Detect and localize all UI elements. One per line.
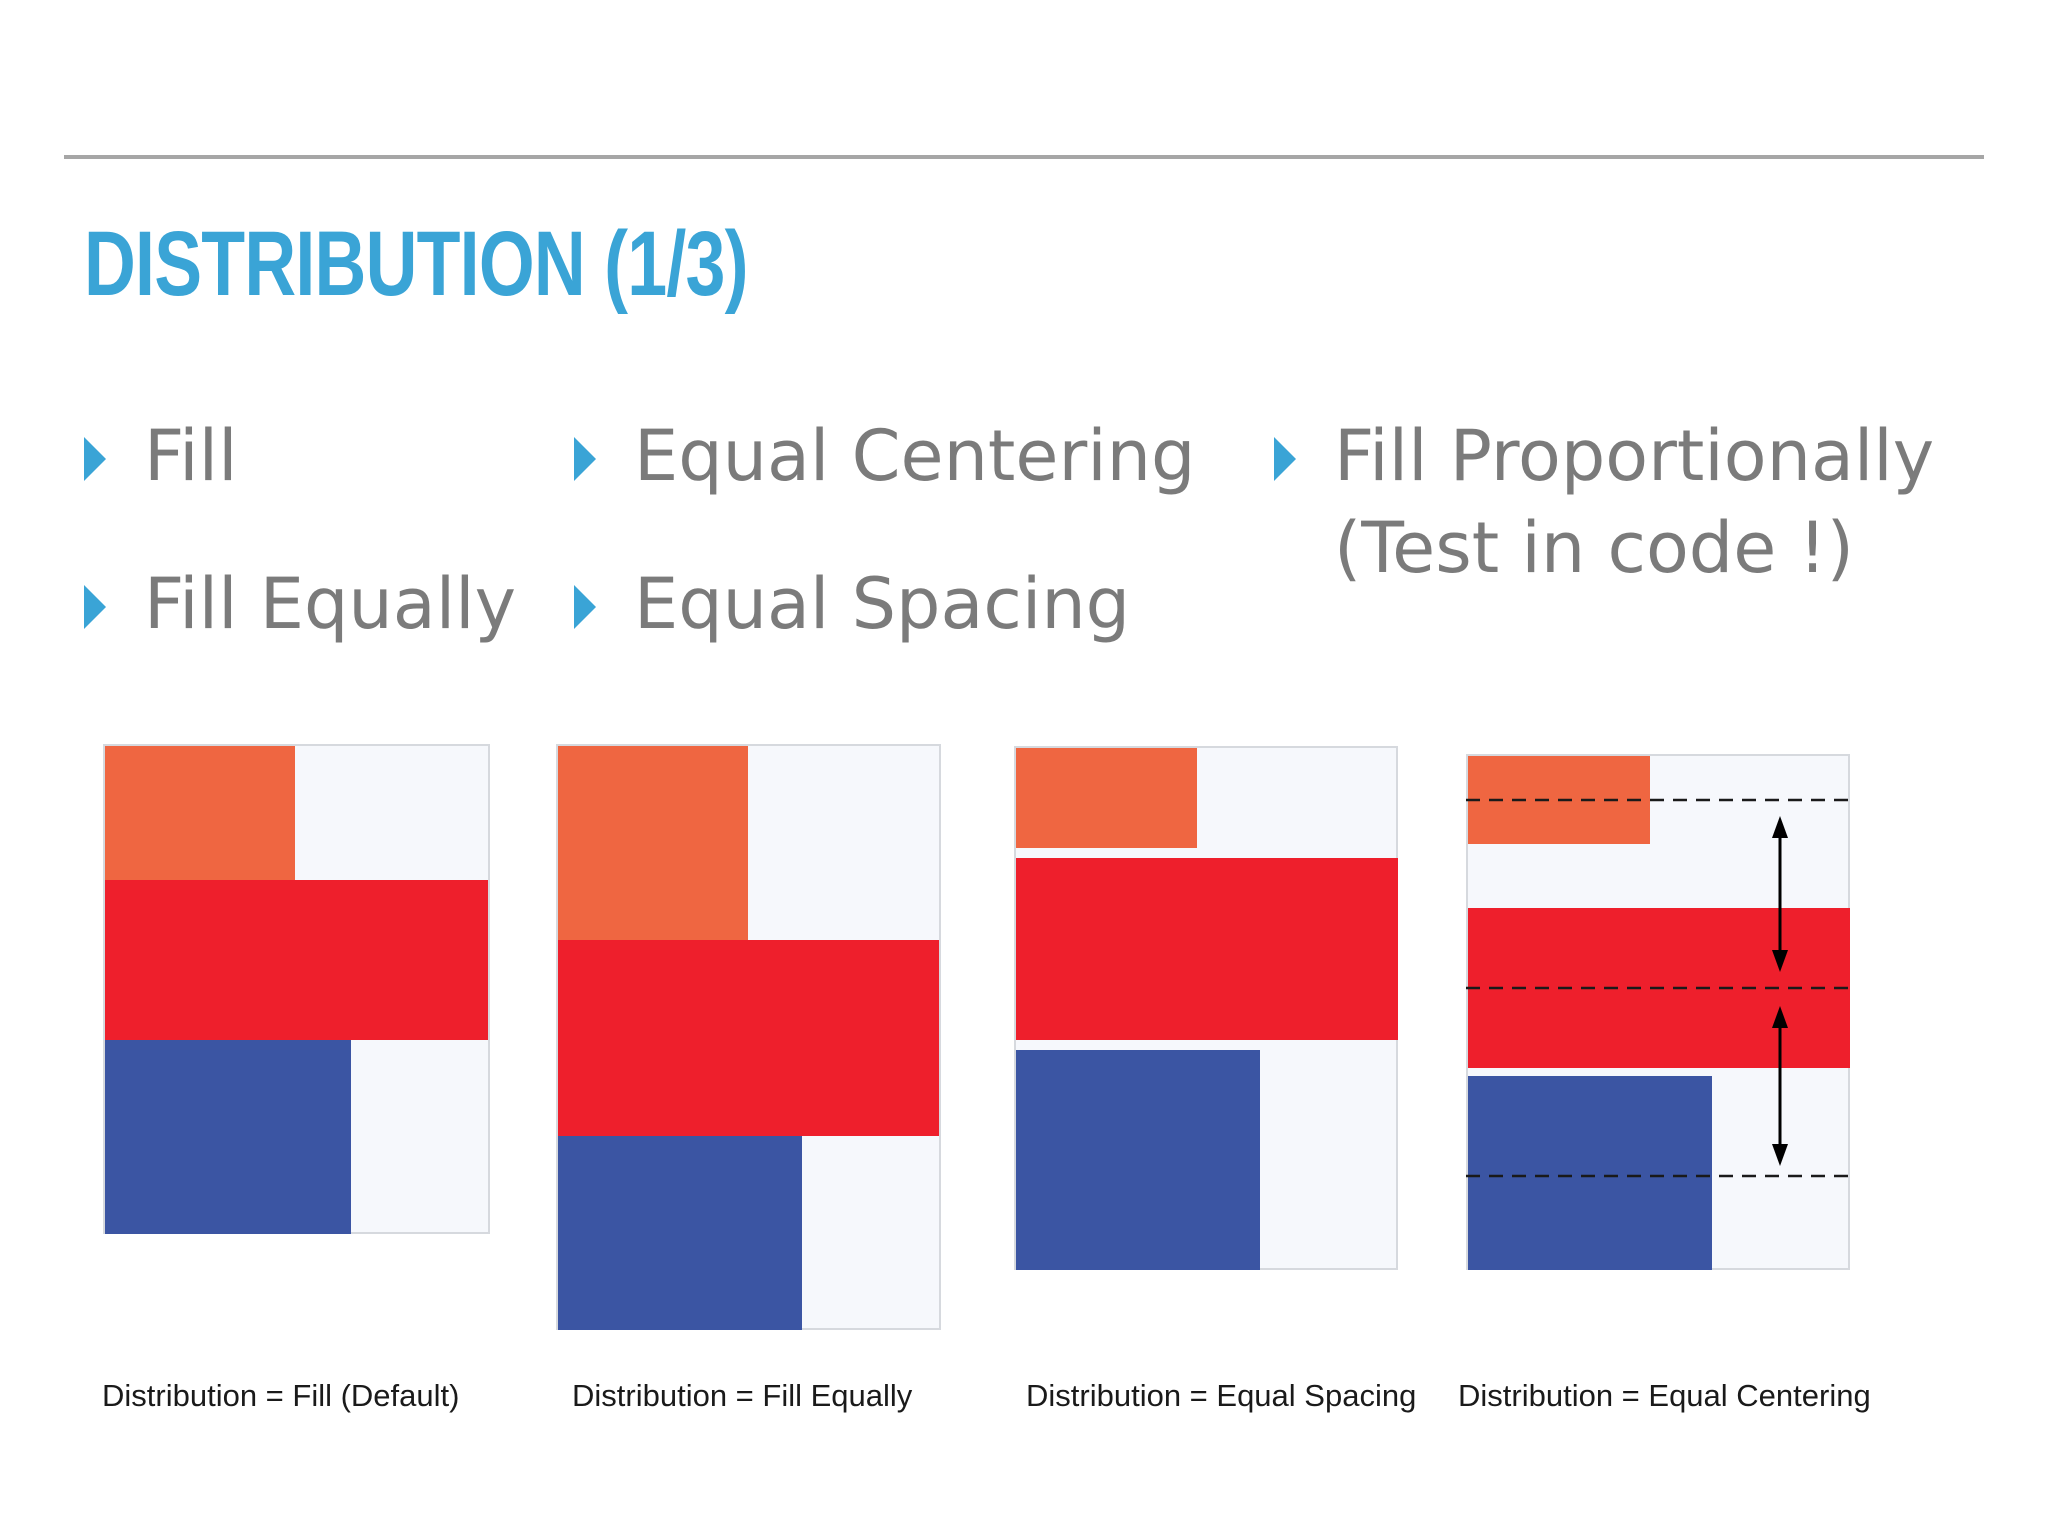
bullet-equal-centering: Equal Centering — [574, 410, 1195, 502]
caption-equal-spacing: Distribution = Equal Spacing — [1026, 1378, 1417, 1413]
red-block — [105, 880, 488, 1040]
caption-fill: Distribution = Fill (Default) — [102, 1378, 460, 1413]
triangle-right-icon — [574, 437, 596, 481]
triangle-right-icon — [84, 585, 106, 629]
triangle-right-icon — [84, 437, 106, 481]
double-arrow-icon — [1772, 816, 1788, 972]
bullet-line: (Test in code !) — [1334, 507, 1854, 589]
blue-block — [558, 1136, 802, 1330]
bullet-fill-proportionally: Fill Proportionally (Test in code !) — [1274, 410, 1934, 594]
blue-block — [1468, 1076, 1712, 1270]
triangle-right-icon — [574, 585, 596, 629]
bullet-line: Fill Proportionally — [1334, 415, 1935, 497]
blue-block — [105, 1040, 351, 1234]
bullet-equal-spacing: Equal Spacing — [574, 558, 1130, 650]
orange-block — [105, 746, 295, 880]
diagram-fill-equally-panel — [556, 744, 941, 1330]
bullet-label: Equal Centering — [634, 415, 1196, 497]
orange-block — [1016, 748, 1197, 848]
blue-block — [1016, 1050, 1260, 1270]
top-divider — [64, 155, 1984, 159]
red-block — [558, 940, 939, 1136]
caption-fill-equally: Distribution = Fill Equally — [572, 1378, 913, 1413]
bullet-fill-equally: Fill Equally — [84, 558, 516, 650]
double-arrow-icon — [1772, 1006, 1788, 1166]
caption-equal-centering: Distribution = Equal Centering — [1458, 1378, 1871, 1413]
orange-block — [558, 746, 748, 940]
bullet-label: Equal Spacing — [634, 563, 1131, 645]
slide-title: DISTRIBUTION (1/3) — [84, 213, 749, 315]
bullet-label: Fill — [144, 415, 238, 497]
bullet-label: Fill Proportionally (Test in code !) — [1334, 410, 1934, 594]
red-block — [1016, 858, 1398, 1040]
triangle-right-icon — [1274, 437, 1296, 481]
diagram-fill-panel — [103, 744, 490, 1234]
bullet-label: Fill Equally — [144, 563, 517, 645]
diagram-equal-spacing-panel — [1014, 746, 1398, 1270]
bullet-fill: Fill — [84, 410, 238, 502]
